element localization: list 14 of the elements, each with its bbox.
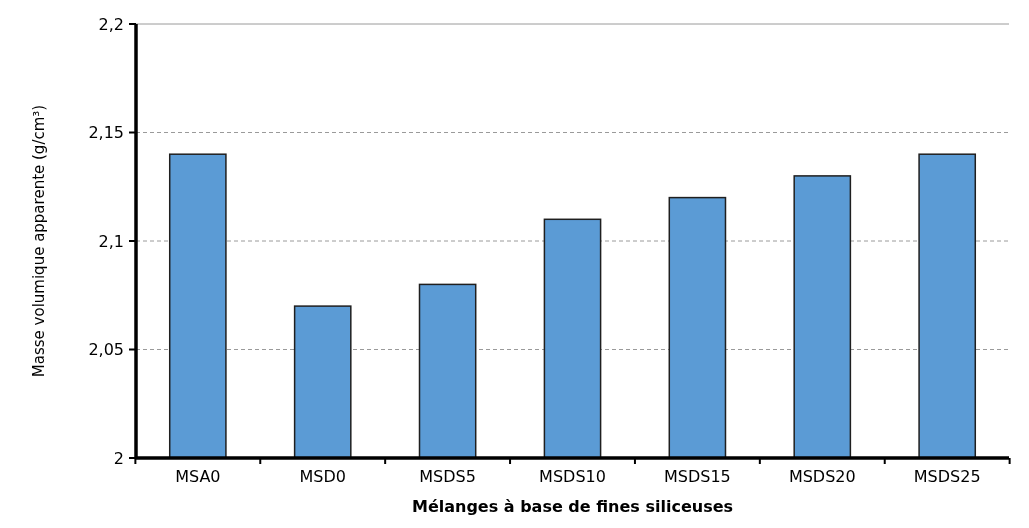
x-tick-label: MSA0 [175,467,221,486]
x-tick-label: MSD0 [299,467,346,486]
x-tick-label: MSDS15 [663,467,731,486]
x-tick-label: MSDS5 [419,467,476,486]
x-tick-label: MSDS10 [539,467,606,486]
y-tick-label: 2,15 [88,123,124,143]
x-tick-label: MSDS20 [788,467,856,486]
y-axis-title: Masse volumique apparente (g/cm³) [30,104,48,378]
y-tick-label: 2,2 [98,14,124,34]
x-tick-label: MSDS25 [913,467,981,486]
y-tick-label: 2,1 [98,231,124,251]
y-tick-label: 2,05 [88,340,124,360]
y-tick-label: 2 [113,448,124,468]
x-axis-title: Mélanges à base de fines siliceuses [411,497,734,516]
